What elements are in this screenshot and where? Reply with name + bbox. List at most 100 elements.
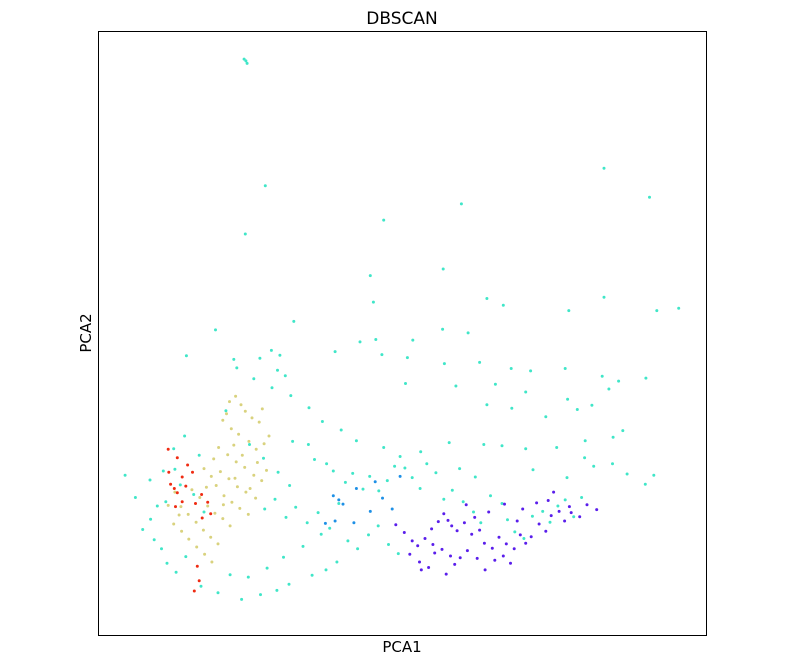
- data-point: [544, 529, 548, 533]
- data-point: [566, 397, 570, 401]
- data-point: [343, 480, 347, 484]
- data-point: [549, 514, 553, 518]
- data-point: [648, 195, 651, 199]
- data-point: [461, 500, 465, 504]
- data-point: [199, 584, 203, 588]
- data-point: [164, 500, 168, 504]
- data-point: [333, 350, 337, 354]
- data-point: [243, 409, 247, 413]
- data-point: [201, 528, 205, 532]
- data-point: [252, 473, 256, 477]
- data-point: [155, 504, 159, 508]
- data-point: [258, 356, 262, 360]
- data-point: [197, 453, 201, 457]
- data-point: [204, 485, 208, 489]
- data-point: [441, 327, 445, 331]
- data-point: [358, 340, 362, 344]
- data-point: [385, 479, 389, 483]
- data-point: [493, 558, 497, 562]
- data-point: [184, 555, 188, 559]
- data-point: [214, 484, 218, 487]
- data-point: [195, 545, 199, 549]
- data-point: [583, 439, 587, 443]
- data-point: [677, 306, 681, 310]
- data-point: [557, 509, 561, 513]
- data-point: [254, 447, 258, 451]
- data-point: [212, 457, 216, 461]
- data-point: [262, 456, 265, 460]
- data-point: [141, 528, 145, 531]
- data-point: [442, 362, 446, 366]
- data-point: [305, 521, 309, 525]
- data-point: [510, 406, 514, 410]
- data-point: [221, 418, 225, 422]
- data-point: [500, 502, 504, 505]
- data-point: [282, 555, 285, 559]
- y-axis-label: PCA2: [77, 313, 95, 352]
- data-point: [546, 499, 550, 502]
- data-point: [485, 403, 489, 407]
- data-point: [172, 522, 176, 526]
- data-point: [430, 527, 434, 531]
- data-point: [617, 379, 621, 383]
- data-point: [371, 300, 375, 304]
- data-point: [160, 547, 163, 551]
- data-point: [234, 460, 238, 464]
- chart-title: DBSCAN: [366, 9, 437, 29]
- data-point: [500, 444, 504, 448]
- data-point: [233, 476, 237, 480]
- data-point: [260, 479, 264, 483]
- data-point: [403, 466, 407, 470]
- data-point: [184, 354, 188, 358]
- data-point: [351, 471, 355, 475]
- data-point: [200, 516, 204, 520]
- data-point: [316, 511, 320, 515]
- data-point: [592, 464, 596, 468]
- data-point: [246, 575, 250, 579]
- data-point: [462, 521, 466, 525]
- data-point: [283, 374, 287, 378]
- data-point: [563, 367, 567, 370]
- data-point: [493, 382, 497, 386]
- data-point: [244, 490, 248, 494]
- data-point: [446, 518, 450, 522]
- data-point: [184, 484, 188, 488]
- data-point: [563, 519, 567, 523]
- data-point: [529, 369, 533, 373]
- data-point: [263, 184, 267, 188]
- data-point: [267, 434, 271, 438]
- data-point: [405, 356, 409, 360]
- data-point: [172, 487, 176, 490]
- data-point: [434, 471, 438, 475]
- data-point: [436, 520, 440, 524]
- data-point: [240, 453, 244, 457]
- data-point: [192, 493, 196, 496]
- data-point: [320, 420, 324, 423]
- data-point: [250, 416, 254, 420]
- data-point: [167, 470, 171, 474]
- scatter-points: [123, 57, 681, 601]
- data-point: [485, 297, 489, 300]
- data-point: [458, 556, 462, 560]
- data-point: [427, 566, 431, 569]
- data-point: [354, 487, 358, 490]
- data-point: [382, 446, 386, 449]
- data-point: [465, 549, 469, 553]
- data-point: [569, 511, 573, 515]
- data-point: [291, 439, 295, 443]
- data-point: [580, 496, 584, 499]
- data-point: [186, 463, 190, 467]
- data-point: [377, 489, 381, 493]
- data-point: [535, 501, 539, 505]
- data-point: [487, 510, 491, 514]
- data-point: [552, 490, 556, 494]
- data-point: [453, 562, 457, 566]
- data-point: [506, 518, 509, 522]
- data-point: [475, 556, 479, 560]
- data-point: [234, 394, 238, 398]
- data-point: [352, 521, 356, 525]
- data-point: [483, 568, 487, 572]
- data-point: [270, 386, 274, 390]
- data-point: [224, 409, 228, 413]
- data-point: [331, 469, 335, 473]
